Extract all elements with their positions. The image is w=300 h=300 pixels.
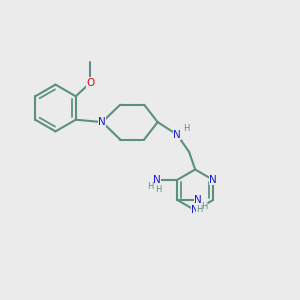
- Text: H: H: [183, 124, 189, 133]
- Text: H: H: [196, 205, 203, 214]
- Text: H: H: [155, 185, 162, 194]
- Text: H: H: [201, 202, 208, 211]
- Text: N: N: [153, 175, 161, 185]
- Text: N: N: [209, 175, 217, 185]
- Text: O: O: [86, 78, 94, 88]
- Text: H: H: [147, 182, 154, 191]
- Text: N: N: [194, 195, 202, 205]
- Text: N: N: [173, 130, 181, 140]
- Text: N: N: [191, 205, 199, 215]
- Text: N: N: [98, 117, 106, 127]
